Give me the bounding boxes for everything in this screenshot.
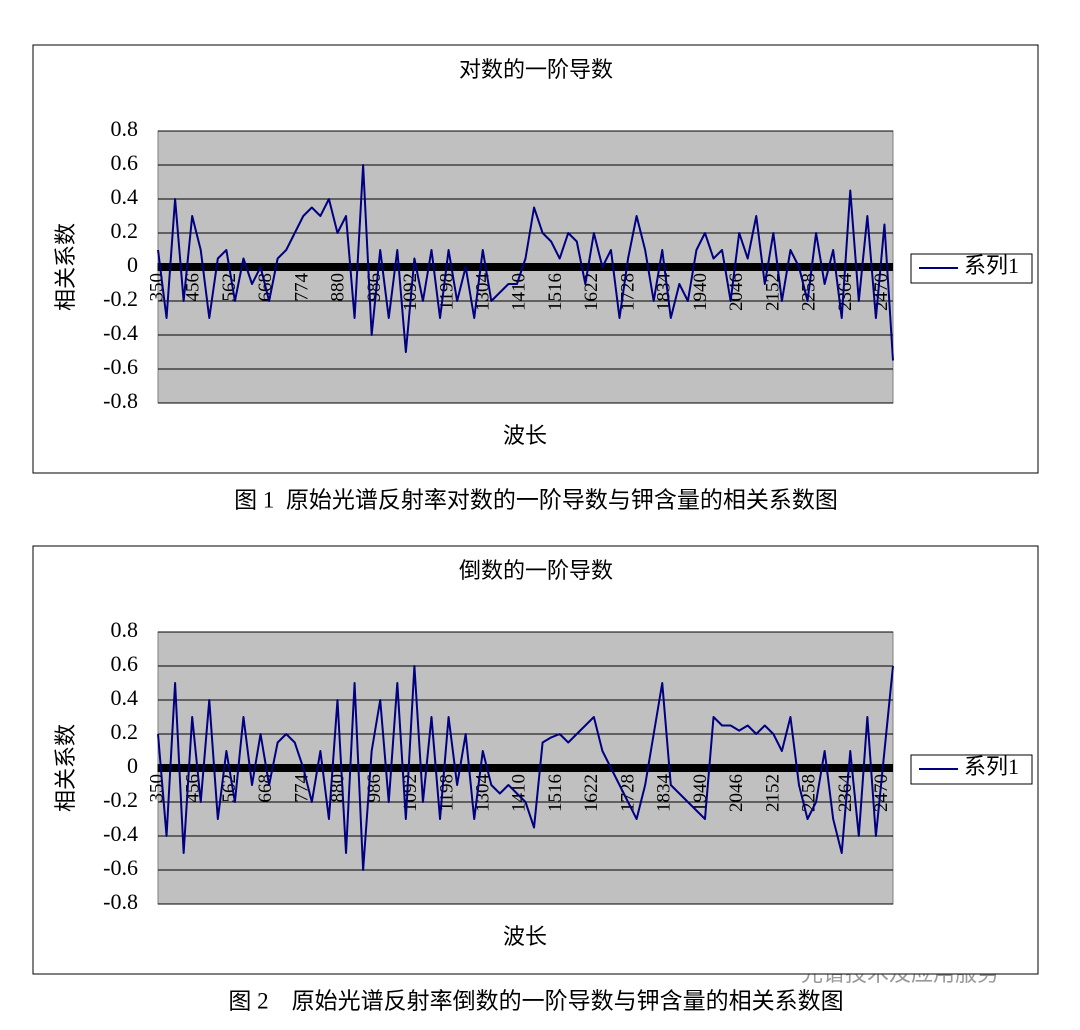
x-tick-label: 774 [291,273,312,302]
x-tick-label: 2152 [762,273,783,311]
x-tick-label: 1834 [654,774,675,813]
y-tick-label: 0 [127,252,138,277]
x-tick-label: 2152 [762,774,783,812]
y-tick-label: 0.2 [111,218,139,243]
x-tick-label: 1410 [509,774,530,812]
legend-label: 系列1 [964,754,1019,779]
x-tick-label: 1940 [690,273,711,311]
y-tick-label: 0.8 [111,116,139,141]
x-tick-label: 986 [364,774,385,803]
x-tick-label: 2364 [835,774,856,813]
caption: 图 2 原始光谱反射率倒数的一阶导数与钾含量的相关系数图 [228,988,843,1013]
y-tick-label: 0 [127,753,138,778]
y-tick-label: -0.6 [103,855,138,880]
y-axis-title: 相关系数 [53,223,78,311]
y-tick-label: -0.6 [103,354,138,379]
y-tick-label: 0.2 [111,719,139,744]
y-tick-label: -0.4 [103,821,138,846]
y-tick-label: -0.8 [103,388,138,413]
caption: 图 1 原始光谱反射率对数的一阶导数与钾含量的相关系数图 [234,487,838,512]
x-tick-label: 2470 [871,273,892,311]
y-tick-label: -0.2 [103,286,138,311]
x-tick-label: 1516 [545,273,566,311]
y-axis-title: 相关系数 [53,724,78,812]
data-line [157,665,894,871]
y-tick-label: 0.6 [111,150,139,175]
legend-label: 系列1 [964,253,1019,278]
chart-title: 倒数的一阶导数 [459,558,613,583]
x-axis-title: 波长 [503,924,547,949]
x-tick-label: 1728 [617,774,638,812]
chart-title: 对数的一阶导数 [459,57,613,82]
x-tick-label: 986 [364,273,385,302]
x-tick-label: 668 [255,774,276,803]
data-line [157,164,894,361]
x-tick-label: 880 [328,273,349,302]
x-tick-label: 456 [183,273,204,302]
x-tick-label: 2470 [871,774,892,812]
x-tick-label: 1516 [545,774,566,812]
y-tick-label: -0.2 [103,787,138,812]
y-tick-label: 0.4 [111,184,139,209]
y-tick-label: 0.6 [111,651,139,676]
y-tick-label: 0.4 [111,685,139,710]
x-tick-label: 1410 [509,273,530,311]
x-tick-label: 1622 [581,774,602,812]
y-tick-label: -0.4 [103,320,138,345]
x-tick-label: 2046 [726,774,747,812]
y-tick-label: -0.8 [103,889,138,914]
y-tick-label: 0.8 [111,617,139,642]
x-axis-title: 波长 [503,423,547,448]
